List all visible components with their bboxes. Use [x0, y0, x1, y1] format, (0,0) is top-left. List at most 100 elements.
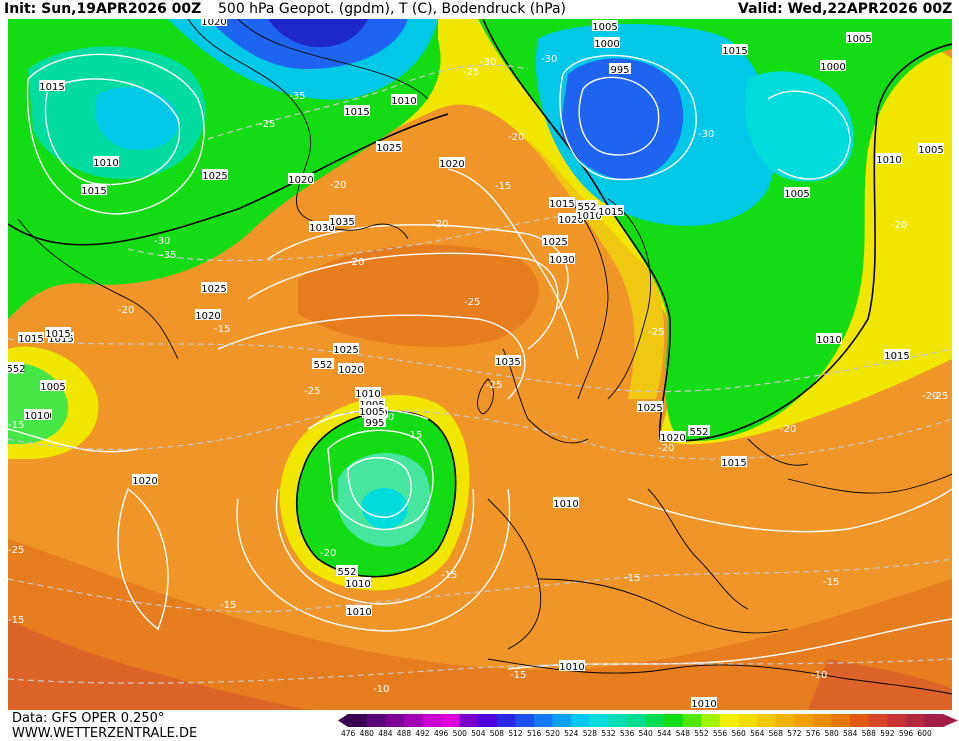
height-label: 552	[576, 200, 598, 213]
legend-tick-label: 504	[471, 729, 486, 738]
legend-tick-label: 520	[545, 729, 560, 738]
legend-tick-label: 596	[898, 729, 914, 738]
pressure-label: 1015	[81, 184, 107, 197]
pressure-label: 1005	[592, 20, 618, 33]
warm-south-region	[8, 539, 952, 710]
svg-text:1015: 1015	[45, 329, 70, 340]
svg-text:552: 552	[689, 427, 708, 438]
svg-text:1010: 1010	[346, 607, 371, 618]
legend-tick-label: 584	[843, 729, 858, 738]
pressure-label: 1010	[553, 497, 579, 510]
svg-text:1025: 1025	[202, 171, 227, 182]
legend-tick-label: 552	[694, 729, 709, 738]
legend-swatch	[645, 714, 665, 727]
legend-swatch	[905, 714, 925, 727]
svg-text:1015: 1015	[18, 334, 43, 345]
isobar-southwest	[117, 487, 169, 631]
legend-tick-label: 568	[768, 729, 783, 738]
isotherm	[8, 658, 952, 684]
pressure-label: 1025	[637, 401, 663, 414]
legend-swatch	[478, 714, 498, 727]
isobar-cutoff	[327, 429, 434, 531]
pressure-labels: 1020 1005 1000 995 1015 1005 1000 1015 1…	[18, 19, 944, 710]
pressure-label: 1005	[846, 32, 872, 45]
legend-swatch	[850, 714, 870, 727]
legend-swatch	[422, 714, 442, 727]
pressure-label: 1030	[549, 253, 575, 266]
svg-text:1005: 1005	[846, 34, 871, 45]
svg-text:1010: 1010	[576, 211, 601, 222]
temp-label: -15	[441, 570, 457, 581]
temp-label: -20	[508, 132, 524, 143]
pressure-label: 1020	[288, 173, 314, 186]
pressure-label: 1035	[495, 355, 521, 368]
temp-label: -20	[780, 424, 796, 435]
svg-text:1025: 1025	[333, 345, 358, 356]
pressure-label: 1020	[195, 309, 221, 322]
svg-text:1015: 1015	[884, 351, 909, 362]
temp-label: -30	[698, 129, 714, 140]
valid-time-label: Valid: Wed,22APR2026 00Z	[738, 1, 953, 17]
svg-text:552: 552	[577, 202, 596, 213]
pressure-label: 1015	[721, 456, 747, 469]
temp-label: -20	[118, 305, 134, 316]
pressure-label: 1025	[333, 343, 359, 356]
legend-tick-label: 512	[508, 729, 523, 738]
svg-text:1025: 1025	[376, 143, 401, 154]
pressure-label: 1010	[93, 156, 119, 169]
pressure-label: 1025	[376, 141, 402, 154]
legend-tick-label: 508	[489, 729, 505, 738]
legend-tick-label: 576	[805, 729, 821, 738]
legend-tick-label: 528	[582, 729, 598, 738]
pressure-label: 1005	[40, 380, 66, 393]
isotherm	[8, 558, 952, 613]
svg-text:1010: 1010	[876, 155, 901, 166]
pressure-label: 1015	[18, 332, 44, 345]
svg-text:1025: 1025	[201, 284, 226, 295]
pressure-label: 1005	[359, 405, 385, 418]
isobar-cutoff	[236, 488, 511, 632]
height-labels: 552 552 552 552 552	[8, 200, 710, 578]
legend-tick-label: 500	[452, 729, 467, 738]
isotherm	[127, 208, 609, 262]
pressure-label: 1005	[918, 143, 944, 156]
pressure-label: 1010	[355, 387, 381, 400]
svg-text:1005: 1005	[784, 189, 809, 200]
temp-label: -15	[823, 577, 839, 588]
pressure-label: 1010	[24, 409, 50, 422]
legend-tick-label: 560	[731, 729, 746, 738]
pressure-label: 1035	[329, 215, 355, 228]
legend-swatch	[608, 714, 628, 727]
isobar-west-low	[26, 53, 205, 215]
map-header: Init: Sun,19APR2026 00Z 500 hPa Geopot. …	[0, 0, 959, 19]
legend-swatch	[385, 714, 405, 727]
britain-coast	[502, 348, 589, 444]
legend-tick-label: 524	[564, 729, 579, 738]
legend-swatch	[868, 714, 888, 727]
svg-text:1025: 1025	[637, 403, 662, 414]
legend-swatch	[775, 714, 795, 727]
legend-tick-label: 516	[526, 729, 542, 738]
isobar-ne-low	[578, 76, 660, 156]
legend-swatch	[571, 714, 591, 727]
legend-tick-label: 476	[341, 729, 356, 738]
svg-text:1020: 1020	[132, 476, 157, 487]
svg-text:1015: 1015	[721, 458, 746, 469]
color-legend-ticks: 476 480 484 488 492 496 500 504 508 512 516 520 524 5…	[338, 729, 958, 741]
svg-text:1035: 1035	[495, 357, 520, 368]
temp-label: -20	[320, 548, 336, 559]
legend-tick-label: 580	[824, 729, 839, 738]
height-label: 552	[8, 362, 26, 375]
cyan-low-west	[94, 86, 179, 150]
isobar-east	[767, 90, 851, 180]
legend-swatch	[440, 714, 461, 727]
legend-tick-label: 544	[657, 729, 672, 738]
temp-label: -20	[432, 219, 448, 230]
temp-label: -15	[495, 181, 511, 192]
blue-low-northeast	[560, 58, 684, 180]
svg-text:1020: 1020	[195, 311, 220, 322]
svg-text:1015: 1015	[722, 46, 747, 57]
isobar-cutoff	[275, 488, 475, 605]
legend-swatch	[515, 714, 535, 727]
svg-text:1005: 1005	[359, 407, 384, 418]
